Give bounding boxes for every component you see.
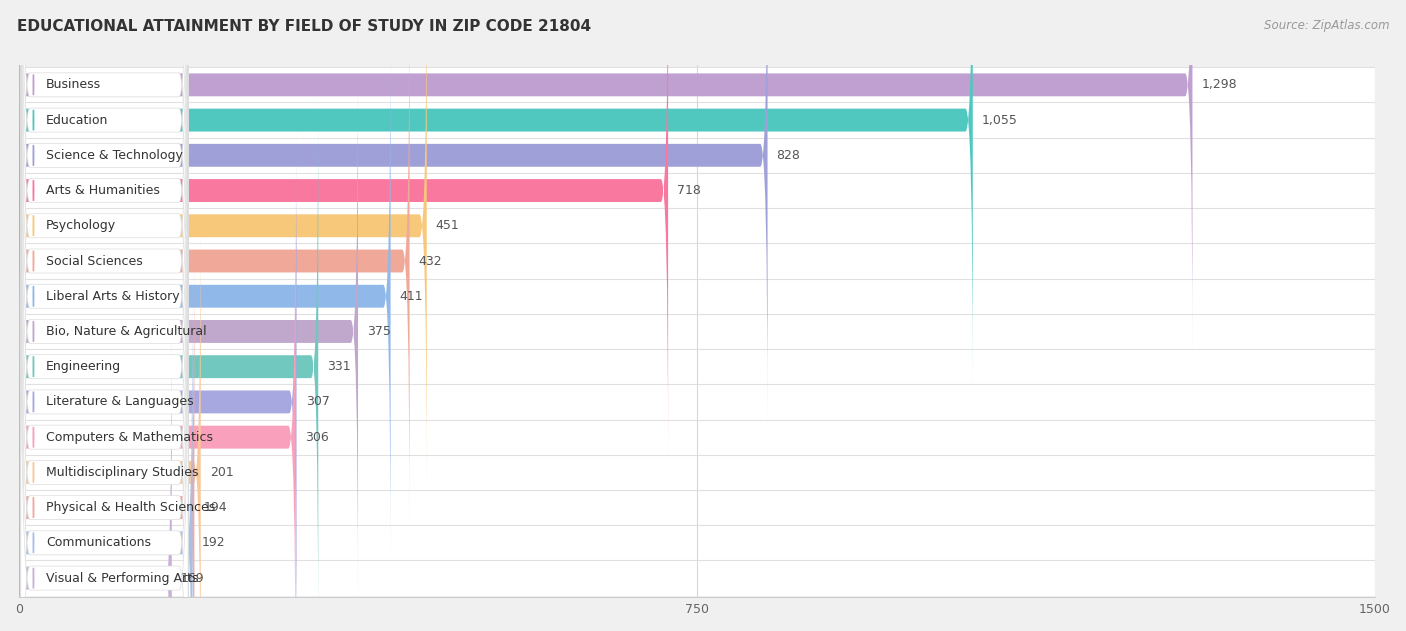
Text: 432: 432 <box>419 254 443 268</box>
FancyBboxPatch shape <box>21 97 188 631</box>
Text: 411: 411 <box>399 290 423 303</box>
FancyBboxPatch shape <box>21 238 188 631</box>
Text: Psychology: Psychology <box>46 220 117 232</box>
FancyBboxPatch shape <box>20 0 768 426</box>
Text: Engineering: Engineering <box>46 360 121 373</box>
Text: Arts & Humanities: Arts & Humanities <box>46 184 160 197</box>
Text: EDUCATIONAL ATTAINMENT BY FIELD OF STUDY IN ZIP CODE 21804: EDUCATIONAL ATTAINMENT BY FIELD OF STUDY… <box>17 19 591 34</box>
FancyBboxPatch shape <box>21 27 188 631</box>
Text: Bio, Nature & Agricultural: Bio, Nature & Agricultural <box>46 325 207 338</box>
Text: 306: 306 <box>305 430 329 444</box>
FancyBboxPatch shape <box>21 0 188 631</box>
FancyBboxPatch shape <box>20 490 1375 525</box>
FancyBboxPatch shape <box>21 0 188 631</box>
FancyBboxPatch shape <box>20 202 201 631</box>
Text: 331: 331 <box>328 360 352 373</box>
Text: 1,055: 1,055 <box>981 114 1018 127</box>
FancyBboxPatch shape <box>20 384 1375 420</box>
FancyBboxPatch shape <box>20 279 1375 314</box>
Text: 201: 201 <box>209 466 233 479</box>
Text: 194: 194 <box>204 501 226 514</box>
FancyBboxPatch shape <box>21 0 188 531</box>
Text: 1,298: 1,298 <box>1202 78 1237 91</box>
FancyBboxPatch shape <box>20 237 194 631</box>
Text: Visual & Performing Arts: Visual & Performing Arts <box>46 572 198 584</box>
Text: Business: Business <box>46 78 101 91</box>
FancyBboxPatch shape <box>20 525 1375 560</box>
Text: 375: 375 <box>367 325 391 338</box>
Text: Source: ZipAtlas.com: Source: ZipAtlas.com <box>1264 19 1389 32</box>
Text: Education: Education <box>46 114 108 127</box>
FancyBboxPatch shape <box>20 244 1375 279</box>
FancyBboxPatch shape <box>20 314 1375 349</box>
FancyBboxPatch shape <box>20 308 172 631</box>
FancyBboxPatch shape <box>20 0 973 391</box>
Text: 192: 192 <box>201 536 225 550</box>
FancyBboxPatch shape <box>21 0 188 601</box>
FancyBboxPatch shape <box>20 131 297 631</box>
FancyBboxPatch shape <box>20 0 427 496</box>
Text: Literature & Languages: Literature & Languages <box>46 396 194 408</box>
FancyBboxPatch shape <box>20 68 1375 102</box>
FancyBboxPatch shape <box>20 560 1375 596</box>
FancyBboxPatch shape <box>20 0 409 531</box>
FancyBboxPatch shape <box>20 455 1375 490</box>
Text: 307: 307 <box>305 396 329 408</box>
FancyBboxPatch shape <box>20 208 1375 244</box>
Text: Science & Technology: Science & Technology <box>46 149 183 162</box>
FancyBboxPatch shape <box>21 132 188 631</box>
FancyBboxPatch shape <box>20 0 668 461</box>
FancyBboxPatch shape <box>20 61 359 602</box>
FancyBboxPatch shape <box>20 420 1375 455</box>
FancyBboxPatch shape <box>20 273 193 631</box>
FancyBboxPatch shape <box>20 0 1192 355</box>
FancyBboxPatch shape <box>20 102 1375 138</box>
FancyBboxPatch shape <box>21 203 188 631</box>
FancyBboxPatch shape <box>20 138 1375 173</box>
FancyBboxPatch shape <box>21 62 188 631</box>
FancyBboxPatch shape <box>21 0 188 495</box>
Text: 451: 451 <box>436 220 460 232</box>
FancyBboxPatch shape <box>20 167 295 631</box>
Text: Liberal Arts & History: Liberal Arts & History <box>46 290 180 303</box>
FancyBboxPatch shape <box>20 97 318 631</box>
FancyBboxPatch shape <box>20 173 1375 208</box>
FancyBboxPatch shape <box>21 0 188 425</box>
Text: Physical & Health Sciences: Physical & Health Sciences <box>46 501 215 514</box>
FancyBboxPatch shape <box>21 0 188 566</box>
FancyBboxPatch shape <box>21 167 188 631</box>
Text: 828: 828 <box>776 149 800 162</box>
Text: Social Sciences: Social Sciences <box>46 254 143 268</box>
Text: 169: 169 <box>181 572 204 584</box>
FancyBboxPatch shape <box>20 26 391 567</box>
FancyBboxPatch shape <box>20 349 1375 384</box>
FancyBboxPatch shape <box>21 0 188 461</box>
Text: 718: 718 <box>678 184 702 197</box>
Text: Multidisciplinary Studies: Multidisciplinary Studies <box>46 466 198 479</box>
Text: Computers & Mathematics: Computers & Mathematics <box>46 430 214 444</box>
Text: Communications: Communications <box>46 536 150 550</box>
